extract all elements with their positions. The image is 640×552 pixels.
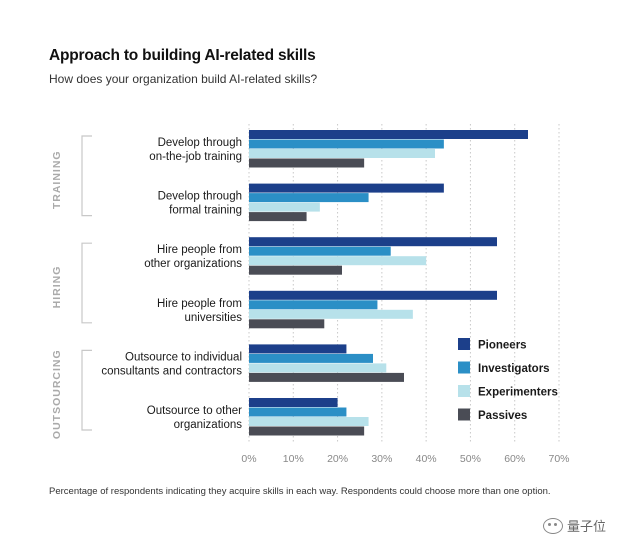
bar-pioneers xyxy=(249,130,528,139)
x-tick-label: 20% xyxy=(327,453,348,465)
x-tick-label: 0% xyxy=(241,453,256,465)
bar-experimenters xyxy=(249,309,413,319)
bar-investigators xyxy=(249,246,391,256)
legend-label: Experimenters xyxy=(478,387,558,399)
legend-swatch xyxy=(458,361,470,374)
chart-title: Approach to building AI-related skills xyxy=(49,47,316,64)
category-label: organizations xyxy=(174,419,243,431)
group-label: OUTSOURCING xyxy=(51,349,63,439)
wechat-icon xyxy=(543,517,563,534)
category-label: Develop through xyxy=(158,191,242,203)
category-label: Hire people from xyxy=(157,244,242,256)
bar-investigators xyxy=(249,300,378,310)
bar-pioneers xyxy=(249,183,444,193)
legend-swatch xyxy=(458,338,470,350)
bar-investigators xyxy=(249,353,373,363)
legend-label: Pioneers xyxy=(478,340,527,352)
category-label: other organizations xyxy=(144,258,242,270)
category-label: consultants and contractors xyxy=(101,365,242,377)
bar-pioneers xyxy=(249,290,497,300)
category-label: Outsource to individual xyxy=(125,351,242,363)
bar-investigators xyxy=(249,139,444,149)
category-label: universities xyxy=(184,312,242,324)
chart-footnote: Percentage of respondents indicating the… xyxy=(49,486,551,497)
group-label: TRAINING xyxy=(51,150,63,209)
bar-passives xyxy=(249,319,325,329)
group-bracket xyxy=(81,349,92,431)
bar-experimenters xyxy=(249,363,387,373)
bar-passives xyxy=(249,372,404,382)
bar-pioneers xyxy=(249,237,497,247)
bar-passives xyxy=(249,212,307,222)
watermark: 量子位 xyxy=(543,516,606,535)
x-tick-label: 60% xyxy=(504,453,525,465)
x-tick-label: 40% xyxy=(416,453,437,465)
legend-swatch xyxy=(458,408,470,421)
bar-pioneers xyxy=(249,344,347,354)
legend-swatch xyxy=(458,385,470,397)
category-label: Outsource to other xyxy=(147,405,242,417)
bar-investigators xyxy=(249,193,369,203)
category-label: Hire people from xyxy=(157,298,242,310)
watermark-text: 量子位 xyxy=(567,519,607,534)
category-label: formal training xyxy=(169,205,242,217)
category-label: Develop through xyxy=(158,137,242,149)
bar-investigators xyxy=(249,407,347,417)
bar-pioneers xyxy=(249,398,338,407)
chart-subtitle: How does your organization build AI-rela… xyxy=(49,72,318,86)
bar-passives xyxy=(249,426,365,436)
bar-experimenters xyxy=(249,256,427,266)
group-bracket xyxy=(81,242,92,324)
group-bracket xyxy=(81,135,92,217)
legend-label: Investigators xyxy=(478,363,550,375)
bar-experimenters xyxy=(249,202,320,212)
x-tick-label: 70% xyxy=(548,453,569,465)
bar-experimenters xyxy=(249,149,435,158)
bar-experimenters xyxy=(249,417,369,426)
category-label: on-the-job training xyxy=(149,151,242,163)
group-label: HIRING xyxy=(51,266,63,309)
x-tick-label: 30% xyxy=(371,453,392,465)
legend-label: Passives xyxy=(478,410,527,422)
bar-passives xyxy=(249,158,365,168)
x-tick-label: 10% xyxy=(283,453,304,465)
bar-passives xyxy=(249,265,342,275)
x-tick-label: 50% xyxy=(460,453,481,465)
